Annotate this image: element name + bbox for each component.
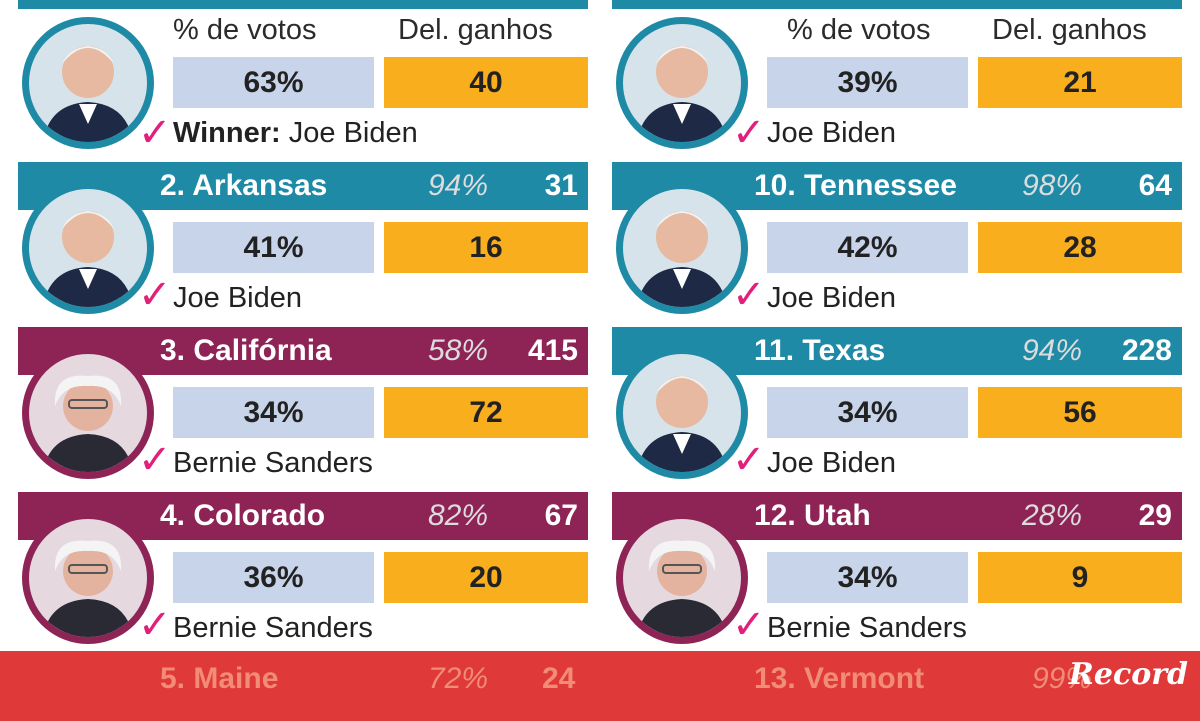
top-banner-strip (18, 0, 588, 9)
state-name: 11. Texas (754, 334, 886, 367)
left-column: % de votos Del. ganhos ✓ 63% 40 Winner: … (18, 0, 593, 721)
winner-check-icon: ✓ (138, 111, 172, 155)
faded-total-delegates: 24 (542, 662, 576, 695)
delegates-won-box: 20 (384, 552, 588, 603)
vote-share-box: 34% (767, 387, 968, 438)
total-delegates: 415 (527, 334, 578, 367)
winner-name: Bernie Sanders (173, 447, 373, 479)
faded-state-name: 13. Vermont (754, 662, 925, 695)
reported-percent: 98% (1022, 169, 1083, 202)
reported-percent: 58% (428, 334, 489, 367)
winner-name: Joe Biden (288, 117, 418, 149)
winner-name: Joe Biden (173, 282, 302, 314)
vote-share-box: 63% (173, 57, 374, 108)
faded-reported-percent: 99% (1032, 662, 1093, 695)
sanders-portrait-icon (22, 512, 154, 644)
delegates-header: Del. ganhos (398, 14, 553, 46)
total-delegates: 228 (1121, 334, 1172, 367)
total-delegates: 67 (544, 499, 578, 532)
record-logo: Record (1068, 657, 1188, 692)
winner-name: Joe Biden (767, 282, 896, 314)
winner-label: Winner: Joe Biden (173, 117, 418, 150)
winner-prefix: Winner: (173, 117, 281, 149)
sanders-portrait-icon (616, 512, 748, 644)
sanders-portrait-icon (22, 347, 154, 479)
state-name: 12. Utah (754, 499, 871, 532)
biden-portrait-icon (616, 347, 748, 479)
delegates-won-box: 40 (384, 57, 588, 108)
faded-reported-percent: 72% (428, 662, 489, 695)
delegates-won-box: 16 (384, 222, 588, 273)
state-name: 4. Colorado (160, 499, 326, 532)
winner-check-icon: ✓ (732, 273, 766, 317)
right-column: % de votos Del. ganhos ✓ 39% 21 Joe Bide… (612, 0, 1187, 721)
state-name: 2. Arkansas (160, 169, 328, 202)
winner-name: Joe Biden (767, 447, 896, 479)
winner-name: Joe Biden (767, 117, 896, 149)
delegates-won-box: 21 (978, 57, 1182, 108)
winner-name: Bernie Sanders (173, 612, 373, 644)
biden-portrait-icon (22, 182, 154, 314)
biden-portrait-icon (616, 17, 748, 149)
votes-header: % de votos (787, 14, 931, 46)
delegates-won-box: 9 (978, 552, 1182, 603)
vote-share-box: 34% (767, 552, 968, 603)
vote-share-box: 39% (767, 57, 968, 108)
reported-percent: 94% (1022, 334, 1083, 367)
vote-share-box: 41% (173, 222, 374, 273)
votes-header: % de votos (173, 14, 317, 46)
winner-check-icon: ✓ (138, 273, 172, 317)
winner-check-icon: ✓ (732, 438, 766, 482)
state-name: 10. Tennessee (754, 169, 957, 202)
reported-percent: 82% (428, 499, 489, 532)
winner-check-icon: ✓ (138, 603, 172, 647)
bottom-red-overlay (0, 651, 1200, 721)
total-delegates: 64 (1138, 169, 1172, 202)
delegates-won-box: 28 (978, 222, 1182, 273)
total-delegates: 29 (1138, 499, 1172, 532)
total-delegates: 31 (544, 169, 578, 202)
reported-percent: 28% (1022, 499, 1083, 532)
delegates-won-box: 56 (978, 387, 1182, 438)
faded-state-name: 5. Maine (160, 662, 279, 695)
biden-portrait-icon (616, 182, 748, 314)
biden-portrait-icon (22, 17, 154, 149)
delegates-won-box: 72 (384, 387, 588, 438)
vote-share-box: 36% (173, 552, 374, 603)
winner-name: Bernie Sanders (767, 612, 967, 644)
state-banner: 11. Texas 94% 228 (612, 327, 1182, 375)
reported-percent: 94% (428, 169, 489, 202)
top-banner-strip (612, 0, 1182, 9)
winner-check-icon: ✓ (732, 111, 766, 155)
vote-share-box: 42% (767, 222, 968, 273)
delegates-header: Del. ganhos (992, 14, 1147, 46)
winner-check-icon: ✓ (732, 603, 766, 647)
vote-share-box: 34% (173, 387, 374, 438)
winner-check-icon: ✓ (138, 438, 172, 482)
state-name: 3. Califórnia (160, 334, 332, 367)
